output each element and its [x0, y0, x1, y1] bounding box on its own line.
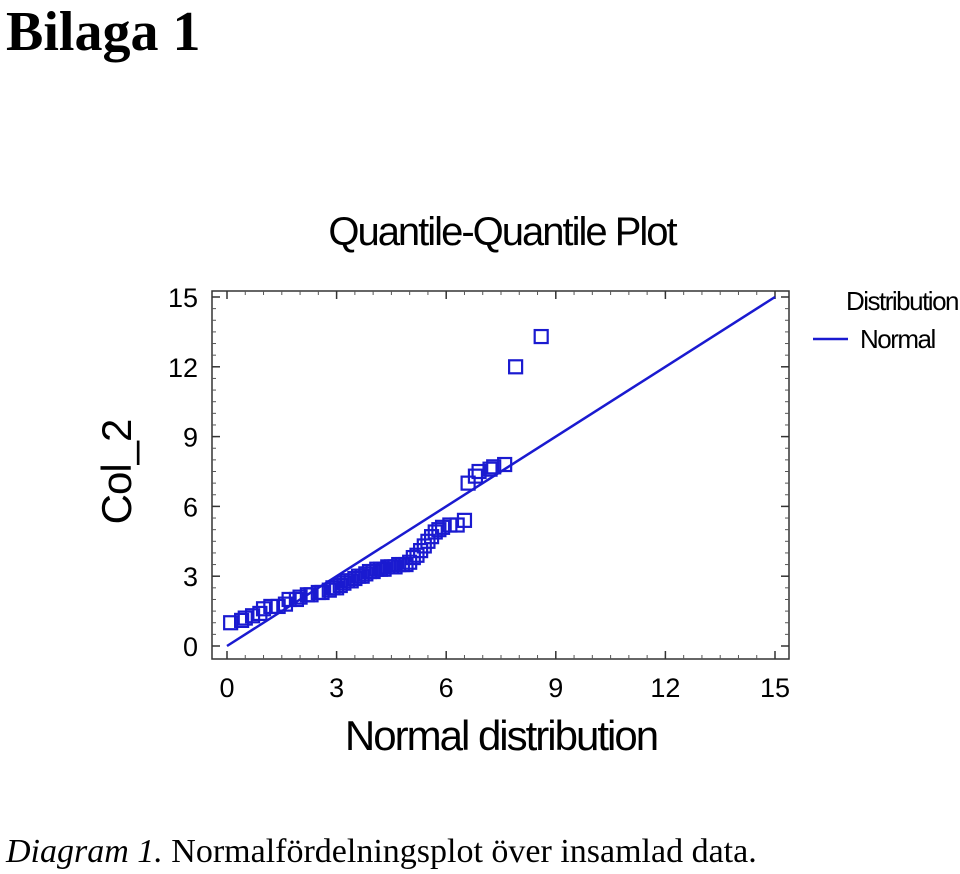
data-points: [223, 328, 549, 631]
y-axis-label: Col_2: [93, 420, 140, 525]
page-heading: Bilaga 1: [6, 1, 201, 63]
data-point: [288, 591, 305, 608]
y-tick-label: 6: [183, 492, 198, 522]
caption-text: Normalfördelningsplot över insamlad data…: [162, 833, 757, 870]
data-point: [456, 512, 473, 528]
y-tick-labels: 0 3 6 9 12 15: [168, 283, 198, 662]
data-point: [482, 461, 498, 477]
data-point: [431, 522, 447, 538]
x-tick-labels: 0 3 6 9 12 15: [219, 673, 790, 703]
major-ticks: [212, 291, 789, 659]
figure-caption: Diagram 1. Normalfördelningsplot över in…: [6, 830, 757, 874]
caption-label: Diagram 1.: [6, 833, 163, 870]
y-tick-label: 3: [183, 562, 198, 592]
chart-title: Quantile-Quantile Plot: [328, 210, 677, 254]
data-point: [497, 456, 513, 473]
x-axis-label: Normal distribution: [345, 712, 657, 759]
data-point: [471, 463, 487, 480]
legend-title: Distribution: [846, 286, 958, 316]
data-point: [277, 596, 294, 612]
legend: Distribution Normal: [813, 286, 960, 354]
data-point: [486, 459, 502, 475]
x-tick-label: 3: [329, 673, 344, 703]
x-tick-label: 9: [548, 673, 563, 703]
y-tick-label: 12: [168, 353, 198, 383]
x-tick-label: 15: [760, 673, 790, 703]
x-tick-label: 6: [439, 673, 454, 703]
x-tick-label: 12: [650, 673, 680, 703]
data-point: [508, 359, 524, 375]
data-point: [533, 328, 549, 345]
data-point: [234, 612, 250, 629]
y-tick-label: 0: [183, 632, 198, 662]
y-tick-label: 15: [168, 283, 198, 313]
legend-entry-normal: Normal: [860, 324, 936, 354]
data-point: [467, 468, 484, 484]
x-tick-label: 0: [219, 673, 234, 703]
y-tick-label: 9: [183, 423, 198, 453]
data-point: [223, 615, 239, 631]
